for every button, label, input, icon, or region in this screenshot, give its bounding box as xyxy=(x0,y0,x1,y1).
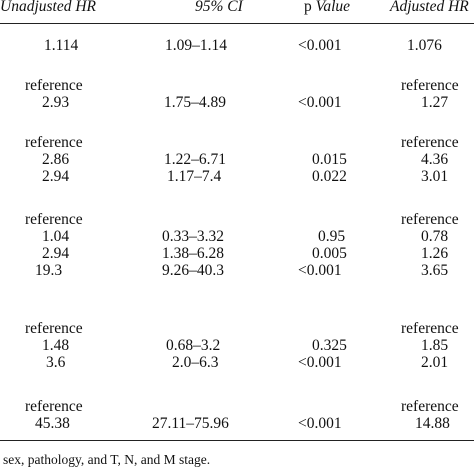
cell-unadjusted-hr: reference xyxy=(25,211,83,228)
cell-ci: 1.09–1.14 xyxy=(165,37,227,54)
cell-ci: 27.11–75.96 xyxy=(152,415,229,432)
cell-ci: 9.26–40.3 xyxy=(162,262,224,279)
cell-adjusted-hr: 3.01 xyxy=(421,168,449,185)
cell-p-value: 0.015 xyxy=(312,151,347,168)
cell-unadjusted-hr: 45.38 xyxy=(35,415,70,432)
cell-unadjusted-hr: reference xyxy=(25,77,83,94)
cell-adjusted-hr: 4.36 xyxy=(421,151,449,168)
cell-unadjusted-hr: 2.94 xyxy=(42,168,70,185)
header-rule xyxy=(0,23,474,24)
cell-unadjusted-hr: 3.6 xyxy=(46,354,66,371)
cell-ci: 1.17–7.4 xyxy=(167,168,222,185)
table-footnote: sex, pathology, and T, N, and M stage. xyxy=(3,452,211,467)
cell-unadjusted-hr: 2.94 xyxy=(42,245,70,262)
cell-unadjusted-hr: reference xyxy=(25,398,83,415)
cell-p-value: 0.325 xyxy=(312,337,347,354)
header-p-value: p Value xyxy=(304,0,350,16)
cell-adjusted-hr: 14.88 xyxy=(415,415,450,432)
cell-ci: 1.22–6.71 xyxy=(164,151,226,168)
table-bottom-rule xyxy=(0,440,474,441)
header-unadjusted-hr: Unadjusted HR xyxy=(0,0,97,15)
cell-ci: 1.38–6.28 xyxy=(162,245,224,262)
cell-p-value: <0.001 xyxy=(298,262,342,279)
cell-unadjusted-hr: 1.114 xyxy=(44,37,79,54)
cell-adjusted-hr: reference xyxy=(401,77,459,94)
cell-unadjusted-hr: 2.93 xyxy=(42,94,70,111)
cell-unadjusted-hr: 2.86 xyxy=(42,151,70,168)
cell-adjusted-hr: 1.85 xyxy=(421,337,449,354)
cell-adjusted-hr: 1.26 xyxy=(421,245,449,262)
cell-adjusted-hr: reference xyxy=(401,211,459,228)
cell-adjusted-hr: reference xyxy=(401,134,459,151)
cell-p-value: 0.005 xyxy=(312,245,347,262)
cell-adjusted-hr: 3.65 xyxy=(421,262,449,279)
header-p-italic: Value xyxy=(315,0,351,15)
cell-adjusted-hr: 1.076 xyxy=(407,37,442,54)
cell-adjusted-hr: 1.27 xyxy=(421,94,449,111)
cell-adjusted-hr: 0.78 xyxy=(421,228,449,245)
cell-p-value: <0.001 xyxy=(298,415,342,432)
cell-p-value: 0.95 xyxy=(318,228,346,245)
cell-p-value: 0.022 xyxy=(312,168,347,185)
cell-ci: 1.75–4.89 xyxy=(164,94,226,111)
cell-p-value: <0.001 xyxy=(298,94,342,111)
cell-adjusted-hr: reference xyxy=(401,398,459,415)
header-adjusted-hr: Adjusted HR xyxy=(390,0,469,15)
cell-unadjusted-hr: reference xyxy=(25,134,83,151)
cell-ci: 2.0–6.3 xyxy=(172,354,219,371)
cell-unadjusted-hr: 19.3 xyxy=(35,262,63,279)
header-95-ci: 95% CI xyxy=(195,0,243,15)
cell-unadjusted-hr: reference xyxy=(25,320,83,337)
cell-adjusted-hr: reference xyxy=(401,320,459,337)
cell-ci: 0.68–3.2 xyxy=(166,337,221,354)
header-p-prefix: p xyxy=(304,0,316,15)
cell-p-value: <0.001 xyxy=(298,354,342,371)
cell-adjusted-hr: 2.01 xyxy=(421,354,449,371)
cell-ci: 0.33–3.32 xyxy=(162,228,224,245)
cell-unadjusted-hr: 1.04 xyxy=(42,228,70,245)
cell-p-value: <0.001 xyxy=(298,37,342,54)
cell-unadjusted-hr: 1.48 xyxy=(42,337,70,354)
